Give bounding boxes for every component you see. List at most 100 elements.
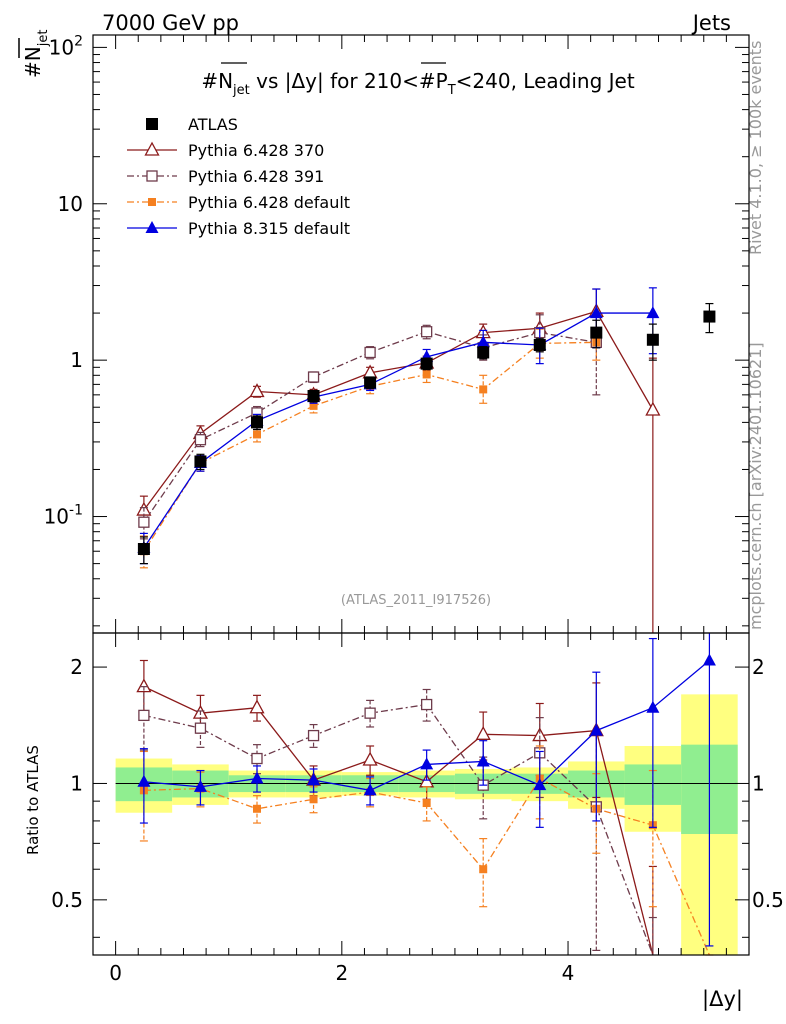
main-line-py8 bbox=[143, 312, 653, 549]
ratio-point-py391 bbox=[194, 722, 207, 734]
main-point-atlas bbox=[364, 376, 377, 389]
x-tick-label: 0 bbox=[109, 961, 122, 985]
main-point-py391 bbox=[307, 371, 320, 383]
ratio-y-tick-label-right: 1 bbox=[752, 771, 765, 795]
main-panel: 10-1 1 10 102 (ATLAS_2011_I917526) #Njet vs… bbox=[44, 33, 750, 634]
main-point-py8 bbox=[646, 306, 660, 319]
main-point-atlas bbox=[646, 333, 659, 346]
ratio-point-py391 bbox=[364, 707, 376, 719]
ratio-line-py391 bbox=[143, 703, 654, 956]
ratio-point-py8 bbox=[476, 754, 490, 767]
x-tick-label: 2 bbox=[335, 961, 348, 985]
legend-marker-py391 bbox=[146, 170, 158, 182]
main-point-atlas bbox=[533, 338, 546, 351]
x-tick-label: 4 bbox=[562, 961, 575, 985]
main-point-atlas bbox=[251, 416, 263, 429]
ratio-point-py8 bbox=[193, 779, 207, 792]
legend-entry-py370: Pythia 6.428 370 bbox=[127, 141, 324, 160]
legend-entry-py8: Pythia 8.315 default bbox=[127, 219, 350, 238]
main-point-py370 bbox=[645, 401, 661, 416]
main-point-atlas bbox=[477, 346, 490, 359]
main-y-tick-label: 102 bbox=[49, 33, 83, 59]
legend-label-py6def: Pythia 6.428 default bbox=[188, 193, 350, 212]
main-point-atlas bbox=[307, 389, 320, 402]
rivet-version-label: Rivet 4.1.0, ≥ 100k events bbox=[746, 41, 765, 255]
collection-label: Jets bbox=[691, 11, 731, 35]
main-point-py391 bbox=[194, 434, 207, 446]
main-point-py391 bbox=[138, 516, 150, 528]
ratio-point-py8 bbox=[533, 778, 547, 791]
title-njet-sub: jet bbox=[232, 83, 250, 98]
legend-marker-py8 bbox=[145, 221, 159, 233]
ratio-panel-frame bbox=[92, 632, 750, 956]
title-pt-p: P bbox=[436, 69, 448, 93]
ratio-y-tick-label: 1 bbox=[70, 771, 83, 795]
main-point-py6def bbox=[253, 430, 261, 439]
ratio-point-py370 bbox=[532, 727, 548, 742]
main-y-axis-label-n: #N bbox=[21, 46, 45, 78]
main-point-py6def bbox=[422, 370, 431, 379]
ratio-point-py6def bbox=[253, 804, 261, 813]
ratio-point-py370 bbox=[362, 751, 378, 766]
main-y-tick-label: 10 bbox=[58, 192, 83, 216]
ratio-point-py370 bbox=[249, 699, 265, 714]
main-point-py6def bbox=[479, 385, 488, 394]
title-mid: vs |Δy| for 210<# bbox=[250, 69, 436, 93]
title-pt-sub: T bbox=[447, 83, 456, 98]
main-point-py8 bbox=[589, 306, 603, 319]
legend-entry-py391: Pythia 6.428 391 bbox=[127, 167, 324, 186]
main-point-atlas bbox=[194, 455, 207, 468]
legend-label-py370: Pythia 6.428 370 bbox=[188, 141, 324, 160]
legend-entry-atlas: ATLAS bbox=[146, 115, 238, 134]
main-point-py8 bbox=[476, 335, 490, 348]
legend-label-py391: Pythia 6.428 391 bbox=[188, 167, 324, 186]
ratio-point-py370 bbox=[136, 678, 152, 693]
ratio-y-tick-label: 2 bbox=[70, 655, 83, 679]
legend-marker-py6def bbox=[148, 198, 156, 206]
ratio-point-py391 bbox=[251, 752, 263, 765]
ratio-point-py8 bbox=[250, 771, 264, 784]
ratio-series-py8 bbox=[137, 633, 716, 947]
main-y-tick-label: 10-1 bbox=[44, 503, 83, 529]
x-axis-label: |Δy| bbox=[702, 987, 743, 1012]
ratio-point-py370 bbox=[475, 725, 491, 740]
svg-text:#Njet: #Njet bbox=[21, 30, 51, 78]
main-series-py370 bbox=[136, 288, 661, 633]
ratio-point-py391 bbox=[421, 698, 433, 711]
ratio-point-py391 bbox=[138, 709, 150, 722]
ratio-point-py8 bbox=[137, 774, 151, 787]
mcplots-label: mcplots.cern.ch [arXiv:2401.10621] bbox=[746, 342, 765, 630]
ratio-point-py8 bbox=[363, 783, 377, 796]
main-point-py370 bbox=[249, 383, 265, 398]
ratio-panel: 0.5 0.5 1 1 2 2 0 2 4 Ratio to ATLAS |Δy| bbox=[24, 632, 784, 1012]
main-y-axis-label-sub: jet bbox=[36, 30, 51, 48]
ratio-point-py8 bbox=[646, 700, 660, 713]
legend-marker-py370 bbox=[144, 141, 160, 156]
title-njet-n: N bbox=[218, 69, 233, 93]
main-point-py391 bbox=[421, 326, 433, 338]
ratio-y-axis-label: Ratio to ATLAS bbox=[24, 745, 42, 855]
ratio-point-py8 bbox=[702, 653, 716, 666]
ratio-point-py8 bbox=[420, 757, 434, 770]
legend-marker-atlas bbox=[146, 118, 158, 130]
ratio-y-tick-label-right: 2 bbox=[752, 655, 765, 679]
main-point-atlas bbox=[703, 310, 716, 323]
main-point-atlas bbox=[590, 326, 603, 339]
title-prefix: # bbox=[201, 69, 218, 93]
energy-label: 7000 GeV pp bbox=[102, 11, 239, 35]
main-point-atlas bbox=[137, 543, 150, 556]
analysis-watermark: (ATLAS_2011_I917526) bbox=[341, 593, 491, 608]
main-series-py6def bbox=[139, 327, 601, 569]
ratio-point-py6def bbox=[479, 865, 488, 874]
ratio-point-py6def bbox=[309, 795, 318, 804]
ratio-point-py8 bbox=[307, 773, 321, 786]
ratio-point-py391 bbox=[307, 729, 320, 742]
legend-label-py8: Pythia 8.315 default bbox=[188, 219, 350, 238]
ratio-line-py370 bbox=[143, 686, 654, 956]
ratio-y-tick-label-right: 0.5 bbox=[752, 888, 784, 912]
ratio-point-py6def bbox=[422, 799, 431, 808]
main-line-py391 bbox=[143, 331, 597, 523]
main-point-py6def bbox=[309, 401, 318, 410]
main-line-py370 bbox=[143, 310, 654, 511]
